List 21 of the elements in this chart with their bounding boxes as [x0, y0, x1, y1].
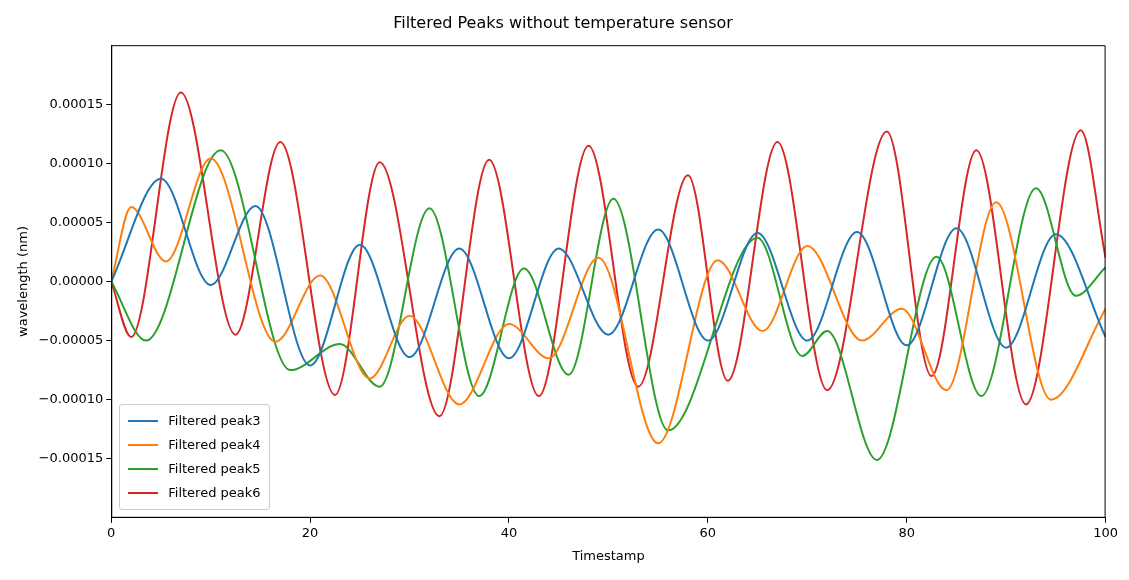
x-tick-label: 100: [1093, 524, 1119, 540]
y-tick-label: −0.00015: [38, 450, 104, 466]
legend-label: Filtered peak5: [168, 461, 261, 477]
x-tick-label: 80: [898, 524, 915, 540]
x-tick-label: 20: [301, 524, 319, 540]
legend-label: Filtered peak6: [168, 485, 261, 501]
y-tick-label: 0.00000: [49, 272, 104, 288]
x-tick-label: 60: [699, 524, 717, 540]
chart-title: Filtered Peaks without temperature sensor: [393, 12, 734, 32]
y-tick-label: 0.00015: [49, 95, 104, 111]
y-tick-label: −0.00010: [38, 391, 104, 407]
y-tick-label: 0.00010: [49, 154, 104, 170]
x-axis-title: Timestamp: [571, 547, 645, 563]
y-tick-label: −0.00005: [38, 331, 104, 347]
x-tick-label: 40: [500, 524, 518, 540]
x-tick-label: 0: [107, 524, 116, 540]
y-tick-label: 0.00005: [49, 213, 104, 229]
legend-label: Filtered peak3: [168, 413, 261, 429]
legend-label: Filtered peak4: [168, 437, 261, 453]
y-axis-title: wavelength (nm): [15, 226, 31, 337]
line-series: [111, 177, 1106, 367]
